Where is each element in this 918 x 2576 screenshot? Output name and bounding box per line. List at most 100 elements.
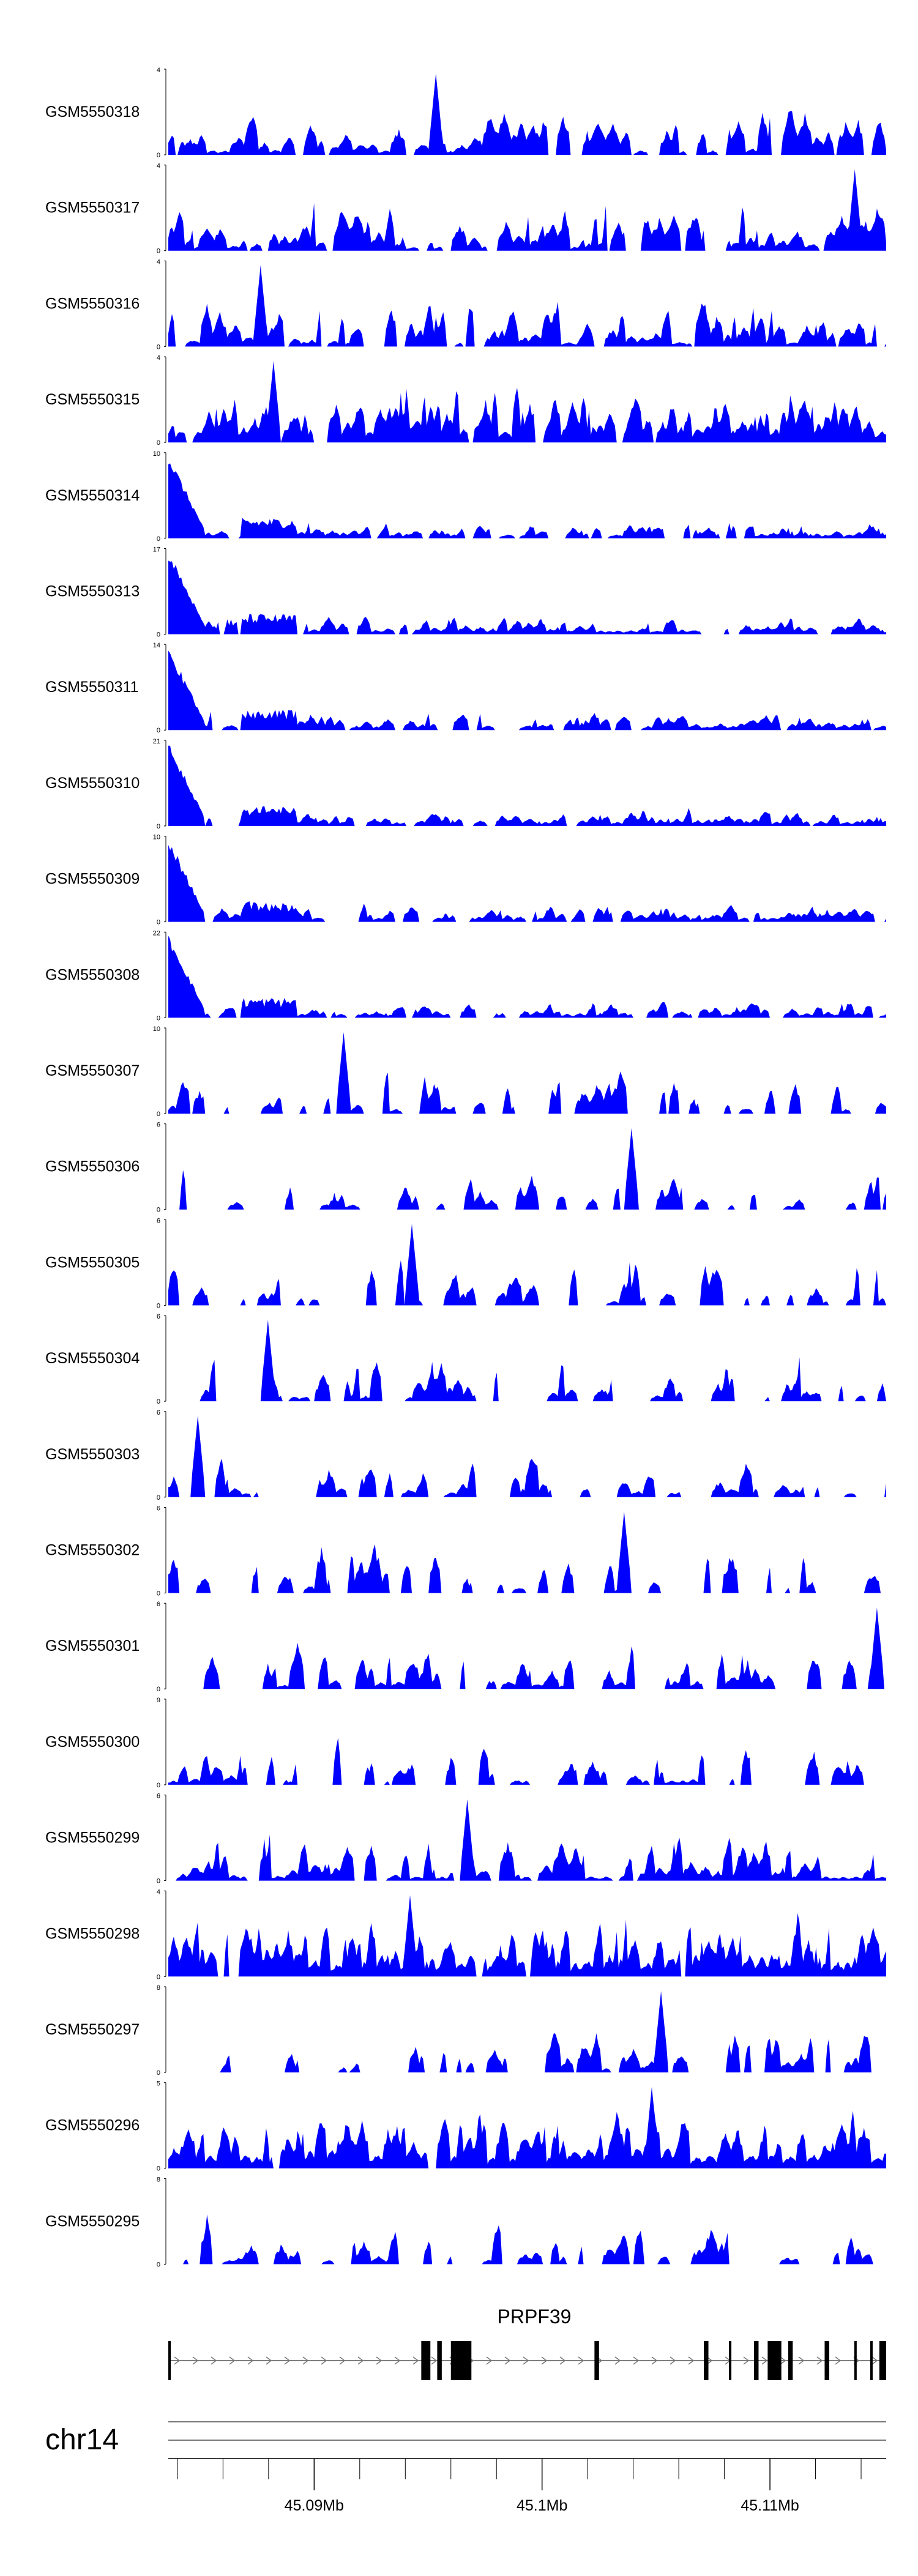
strand-arrow (651, 2356, 658, 2365)
track-ymin: 0 (157, 1782, 160, 1789)
gene-exon (767, 2341, 782, 2380)
track-label-GSM5550301: GSM5550301 (45, 1637, 140, 1655)
track-ymax: 4 (157, 163, 160, 170)
coverage-area-GSM5550314 (168, 463, 886, 538)
strand-arrow (871, 2356, 878, 2365)
track-label-GSM5550296: GSM5550296 (45, 2117, 140, 2134)
track-ymax: 6 (157, 1601, 160, 1608)
track-ymax: 4 (157, 354, 160, 362)
strand-arrow (486, 2356, 493, 2365)
coverage-area-GSM5550304 (168, 1320, 886, 1402)
track-ymin: 0 (157, 631, 160, 639)
strand-arrow (523, 2356, 529, 2365)
track-ymax: 22 (153, 929, 160, 937)
gene-exon (824, 2341, 829, 2380)
strand-arrow (229, 2356, 236, 2365)
track-ymax: 6 (157, 1505, 160, 1513)
track-ymin: 0 (157, 919, 160, 926)
track-label-GSM5550306: GSM5550306 (45, 1158, 140, 1175)
track-ymin: 0 (157, 1878, 160, 1885)
coverage-area-GSM5550307 (168, 1032, 886, 1114)
strand-arrow (266, 2356, 272, 2365)
strand-arrow (816, 2356, 823, 2365)
track-ymin: 0 (157, 727, 160, 734)
gene-exon (754, 2341, 759, 2380)
track-ymin: 0 (157, 439, 160, 447)
coverage-area-GSM5550303 (168, 1415, 886, 1497)
coverage-area-GSM5550310 (168, 745, 886, 826)
track-label-GSM5550300: GSM5550300 (45, 1733, 140, 1751)
track-ymax: 6 (157, 1122, 160, 1129)
strand-arrow (578, 2356, 584, 2365)
track-label-GSM5550309: GSM5550309 (45, 871, 140, 888)
coverage-area-GSM5550316 (168, 265, 886, 347)
strand-arrow (376, 2356, 382, 2365)
chromosome-label: chr14 (45, 2424, 119, 2456)
strand-arrow (357, 2356, 364, 2365)
coverage-area-GSM5550295 (168, 2214, 886, 2265)
strand-arrow (394, 2356, 401, 2365)
track-ymin: 0 (157, 1207, 160, 1214)
gene-exon (729, 2341, 732, 2380)
track-ymax: 8 (157, 1984, 160, 1992)
track-label-GSM5550299: GSM5550299 (45, 1830, 140, 1847)
strand-arrow (633, 2356, 640, 2365)
track-ymin: 0 (157, 1973, 160, 1981)
coverage-area-GSM5550317 (168, 169, 886, 251)
track-ymax: 8 (157, 2176, 160, 2183)
strand-arrow (321, 2356, 327, 2365)
track-label-GSM5550297: GSM5550297 (45, 2021, 140, 2038)
track-ymax: 10 (153, 450, 160, 458)
coverage-area-GSM5550313 (168, 560, 886, 635)
track-ymax: 6 (157, 1217, 160, 1224)
coverage-area-GSM5550299 (168, 1799, 886, 1881)
strand-arrow (614, 2356, 621, 2365)
strand-arrow (761, 2356, 768, 2365)
track-ymax: 4 (157, 67, 160, 74)
track-label-GSM5550317: GSM5550317 (45, 199, 140, 217)
strand-arrow (504, 2356, 511, 2365)
gene-exon (594, 2341, 599, 2380)
track-ymin: 0 (157, 1302, 160, 1309)
coverage-area-GSM5550318 (168, 73, 886, 155)
track-ymin: 0 (157, 1111, 160, 1118)
strand-arrow (174, 2356, 181, 2365)
coverage-area-GSM5550306 (168, 1128, 886, 1210)
coverage-area-GSM5550315 (168, 361, 886, 443)
strand-arrow (247, 2356, 254, 2365)
track-ymin: 0 (157, 1398, 160, 1405)
gene-name-label: PRPF39 (498, 2306, 572, 2328)
strand-arrow (835, 2356, 842, 2365)
coverage-area-GSM5550300 (168, 1738, 886, 1785)
strand-arrow (798, 2356, 805, 2365)
coverage-area-GSM5550298 (168, 1895, 886, 1977)
track-ymax: 9 (157, 1697, 160, 1704)
track-ymin: 0 (157, 248, 160, 255)
strand-arrow (211, 2356, 217, 2365)
track-ymin: 0 (157, 1494, 160, 1502)
track-label-GSM5550318: GSM5550318 (45, 103, 140, 121)
coverage-area-GSM5550311 (168, 650, 886, 731)
gene-exon (450, 2341, 472, 2380)
track-ymax: 10 (153, 834, 160, 841)
track-ymax: 5 (157, 2080, 160, 2088)
gene-exon (704, 2341, 709, 2380)
strand-arrow (559, 2356, 566, 2365)
track-ymin: 0 (157, 2261, 160, 2268)
track-ymin: 0 (157, 1014, 160, 1022)
strand-arrow (412, 2356, 419, 2365)
strand-arrow (192, 2356, 199, 2365)
track-label-GSM5550314: GSM5550314 (45, 487, 140, 504)
track-ymin: 0 (157, 1686, 160, 1693)
strand-arrow (302, 2356, 309, 2365)
track-label-GSM5550316: GSM5550316 (45, 295, 140, 312)
strand-arrow (688, 2356, 695, 2365)
track-ymax: 6 (157, 1409, 160, 1416)
coverage-area-GSM5550296 (168, 2086, 886, 2168)
track-ymax: 17 (153, 546, 160, 554)
strand-arrow (780, 2356, 786, 2365)
track-ymax: 4 (157, 258, 160, 266)
coverage-area-GSM5550309 (168, 844, 886, 922)
strand-arrow (541, 2356, 548, 2365)
